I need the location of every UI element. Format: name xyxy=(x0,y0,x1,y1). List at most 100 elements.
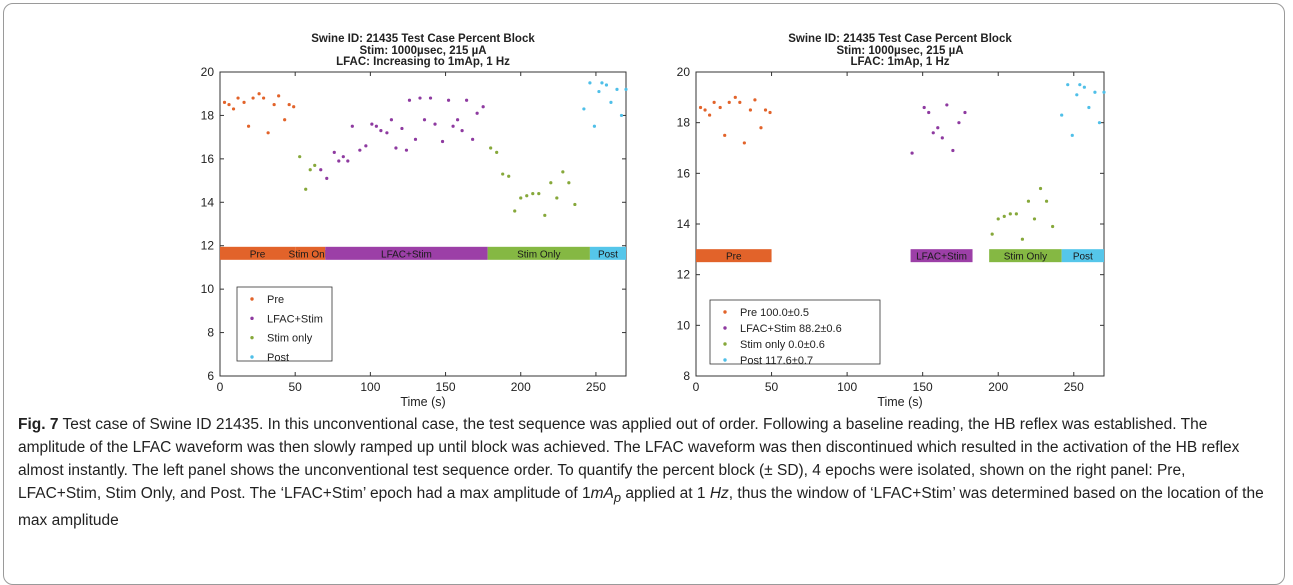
chart2-epoch-bar-segment xyxy=(989,249,1062,263)
charts-canvas: Swine ID: 21435 Test Case Percent Block S… xyxy=(201,33,1106,409)
chart2-data-point xyxy=(698,105,703,110)
chart2-data-point xyxy=(763,108,768,112)
chart2-y-tick-label: 20 xyxy=(677,65,691,79)
chart2-legend-marker xyxy=(723,310,727,314)
chart2-data-point xyxy=(957,121,961,125)
chart1-x-tick-label: 0 xyxy=(217,380,224,394)
chart1-x-axis-label: Time (s) xyxy=(400,395,445,409)
chart1-data-point xyxy=(262,96,266,100)
chart2-data-point xyxy=(1070,133,1074,137)
chart2-data-point xyxy=(1082,85,1086,89)
chart1-data-point xyxy=(236,96,240,100)
chart2-y-tick-label: 14 xyxy=(677,217,691,231)
chart2-data-point xyxy=(738,100,742,104)
chart2-legend-label: LFAC+Stim 88.2±0.6 xyxy=(740,323,842,335)
chart1-y-tick-label: 20 xyxy=(201,65,215,79)
chart1-data-point xyxy=(404,148,409,152)
caption-math-hz: Hz xyxy=(709,485,729,502)
chart1-data-point xyxy=(374,124,378,128)
chart2-data-point xyxy=(1014,212,1018,216)
chart1-x-tick-label: 200 xyxy=(511,380,531,394)
chart1-epoch-bar-label: Stim Only xyxy=(517,249,560,260)
chart2-data-point xyxy=(1075,93,1079,97)
chart1-data-point xyxy=(446,98,451,102)
chart1-data-point xyxy=(592,124,597,128)
chart2-legend-label: Pre 100.0±0.5 xyxy=(740,307,809,319)
chart1-epoch-bar-label: Pre xyxy=(250,249,266,260)
chart1-data-point xyxy=(418,96,422,100)
chart1-data-point xyxy=(471,137,475,141)
chart1-data-point xyxy=(475,111,479,115)
chart2-x-tick-label: 100 xyxy=(837,380,857,394)
chart2-data-point xyxy=(727,100,731,104)
chart2-data-point xyxy=(1044,199,1049,203)
chart1-data-point xyxy=(400,126,404,131)
chart1-epoch-bar-label: LFAC+Stim xyxy=(381,249,432,260)
chart1-epoch-bar-label: Stim Only xyxy=(289,249,332,260)
chart1-data-point xyxy=(337,159,341,163)
chart1-data-point xyxy=(440,139,445,144)
chart2-data-point xyxy=(718,105,722,110)
chart2-legend-marker xyxy=(723,342,727,346)
chart1-y-tick-label: 14 xyxy=(201,195,215,209)
chart1-data-point xyxy=(332,150,336,154)
chart1-data-point xyxy=(604,83,609,87)
chart1-data-point xyxy=(549,181,553,185)
chart1-data-point xyxy=(501,172,505,176)
chart1-data-point xyxy=(433,122,437,126)
chart1-data-point xyxy=(407,98,412,102)
chart1-data-point xyxy=(319,168,323,172)
chart2-x-tick-label: 200 xyxy=(988,380,1008,394)
chart2-legend-label: Stim only 0.0±0.6 xyxy=(740,339,825,351)
chart2-data-point xyxy=(733,95,737,99)
chart1-data-point xyxy=(394,146,398,150)
chart2-epoch-bar-segment xyxy=(910,249,973,263)
chart1-epoch-bar-segment xyxy=(487,246,590,260)
chart2-data-point xyxy=(1102,90,1106,94)
chart2-data-point xyxy=(1060,113,1064,117)
chart1-data-point xyxy=(413,137,418,141)
chart1-data-point xyxy=(513,209,517,213)
chart1-x-tick-label: 150 xyxy=(436,380,456,394)
chart1-data-point xyxy=(507,174,511,178)
chart1-epoch-bar-segment xyxy=(295,246,326,260)
chart2-data-point xyxy=(1026,199,1031,203)
chart1-data-point xyxy=(428,96,433,100)
chart2-data-point xyxy=(951,148,955,153)
chart2-data-point xyxy=(1038,186,1043,191)
chart2-data-point xyxy=(910,151,914,155)
chart1-data-point xyxy=(455,118,460,122)
chart1-data-point xyxy=(272,102,276,107)
chart1-data-point xyxy=(481,105,485,109)
chart2-epoch-bar-segment xyxy=(1061,249,1104,263)
chart1-data-point xyxy=(422,118,427,122)
chart2-data-point xyxy=(1097,121,1102,125)
chart1-data-point xyxy=(561,170,565,174)
chart1-data-point xyxy=(525,194,529,198)
chart2-data-point xyxy=(1032,217,1037,221)
chart1-data-point xyxy=(346,159,350,163)
chart1-data-point xyxy=(283,118,287,122)
chart1-data-point xyxy=(251,96,255,100)
chart2-data-point xyxy=(753,98,757,102)
chart1-title: Swine ID: 21435 Test Case Percent Block xyxy=(311,33,535,45)
chart2-x-tick-label: 50 xyxy=(765,380,779,394)
chart1-data-point xyxy=(385,131,389,135)
chart1-data-point xyxy=(341,155,345,159)
caption-label: Fig. 7 xyxy=(18,416,59,433)
chart1-y-tick-label: 10 xyxy=(201,282,215,296)
chart2-data-point xyxy=(723,133,727,137)
chart1-legend-marker xyxy=(250,297,254,301)
chart2-data-point xyxy=(940,136,944,140)
chart1-data-point xyxy=(370,122,374,126)
chart1-y-tick-label: 18 xyxy=(201,108,215,122)
chart2-x-tick-label: 150 xyxy=(913,380,933,394)
chart2-data-point xyxy=(1008,212,1012,216)
chart2-legend-marker xyxy=(723,358,727,362)
chart1-data-point xyxy=(227,102,231,107)
chart1-data-point xyxy=(358,148,362,152)
chart2-data-point xyxy=(1020,237,1024,241)
chart1-data-point xyxy=(615,87,619,91)
chart2-y-tick-label: 8 xyxy=(683,369,690,383)
chart1-data-point xyxy=(573,202,577,207)
